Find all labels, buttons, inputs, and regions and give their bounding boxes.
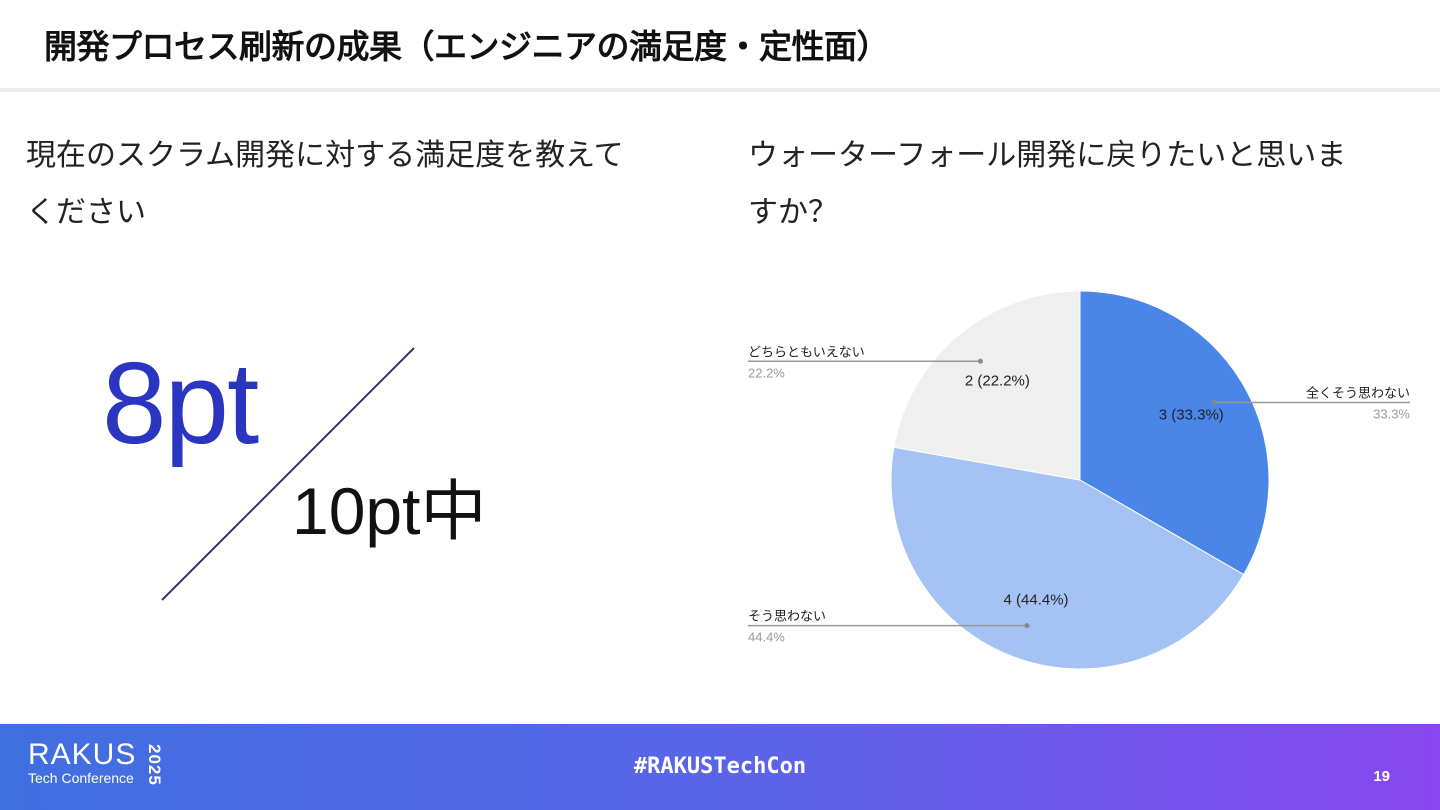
logo-wordmark: RAKUS — [28, 738, 137, 771]
footer-bar: RAKUS Tech Conference 2025 #RAKUSTechCon… — [0, 724, 1440, 810]
waterfall-question: ウォーターフォール開発に戻りたいと思いますか？ — [748, 138, 1347, 230]
page-number: 19 — [1373, 768, 1390, 785]
satisfaction-score-max: 10pt中 — [292, 474, 487, 548]
satisfaction-score: 8pt — [102, 338, 259, 468]
hashtag: #RAKUSTechCon — [633, 754, 807, 779]
pie-slice — [1079, 290, 1270, 576]
rakus-logo: RAKUS Tech Conference 2025 — [28, 738, 164, 787]
slice-legend-label: どちらともいえない — [748, 345, 865, 360]
slice-percent-label: 44.4% — [748, 630, 785, 645]
slash-line — [161, 347, 415, 601]
logo-subtitle: Tech Conference — [28, 770, 134, 786]
slice-legend-label: 全くそう思わない — [1306, 386, 1410, 402]
slide-header: 開発プロセス刷新の成果（エンジニアの満足度・定性面） — [0, 0, 1440, 92]
slice-data-label: 2 (22.2%) — [965, 373, 1030, 390]
pie-slice — [893, 290, 1081, 481]
slice-percent-label: 22.2% — [748, 365, 785, 380]
slide-title: 開発プロセス刷新の成果（エンジニアの満足度・定性面） — [44, 27, 890, 66]
satisfaction-question: 現在のスクラム開発に対する満足度を教えてください — [26, 138, 624, 230]
slice-legend-label: そう思わない — [748, 610, 826, 625]
leader-dot — [1024, 623, 1030, 629]
leader-dot — [977, 358, 983, 364]
pie-slice — [890, 446, 1245, 670]
slice-data-label: 3 (33.3%) — [1159, 407, 1224, 424]
slice-percent-label: 33.3% — [1373, 407, 1410, 422]
pie-chart: 3 (33.3%) 全くそう思わない 33.3% 4 (44.4%) そう思わない 44.… — [748, 290, 1410, 670]
leader-dot — [1211, 400, 1217, 406]
slice-data-label: 4 (44.4%) — [1004, 592, 1069, 609]
